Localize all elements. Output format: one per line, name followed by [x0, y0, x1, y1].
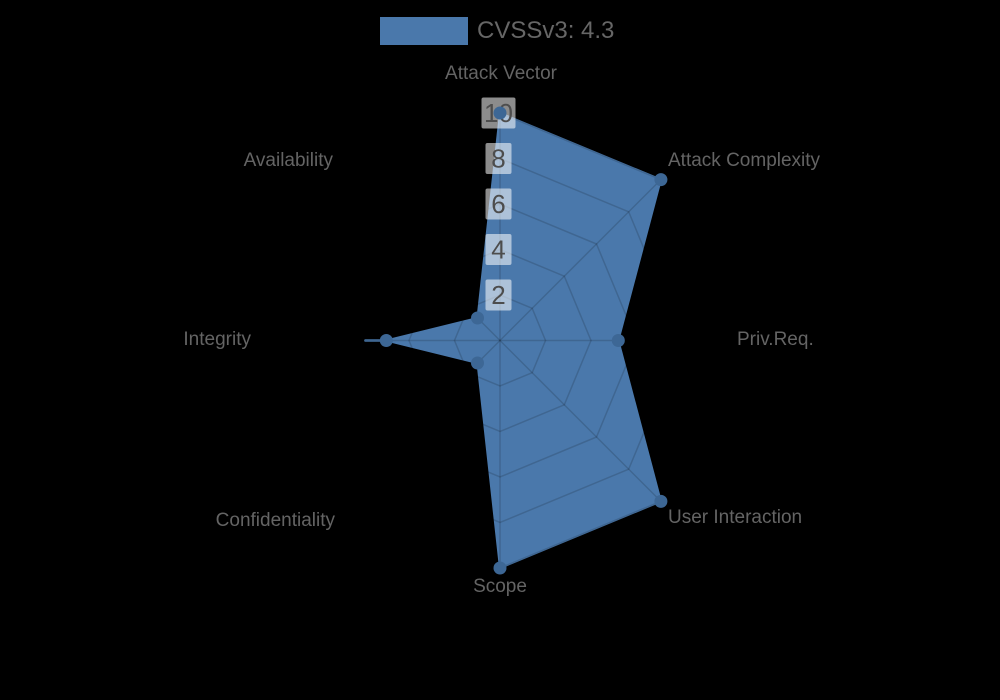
- radial-tick-labels: 246810: [481, 97, 516, 311]
- svg-text:8: 8: [491, 144, 505, 174]
- axis-label-integrity: Integrity: [183, 329, 251, 350]
- axis-label-confidentiality: Confidentiality: [215, 510, 335, 531]
- axis-label-scope: Scope: [473, 576, 527, 597]
- svg-text:4: 4: [491, 235, 505, 265]
- axis-label-user-interaction: User Interaction: [668, 507, 803, 528]
- radar-grid: [271, 112, 729, 569]
- svg-text:6: 6: [491, 189, 505, 219]
- axis-label-attack-vector: Attack Vector: [445, 63, 557, 84]
- radar-markers: [379, 106, 668, 575]
- svg-text:2: 2: [491, 280, 505, 310]
- axis-label-priv-req: Priv.Req.: [737, 329, 814, 350]
- axis-label-attack-complexity: Attack Complexity: [668, 150, 821, 171]
- legend-label: CVSSv3: 4.3: [477, 17, 615, 44]
- legend-swatch: [380, 17, 468, 45]
- axis-label-availability: Availability: [243, 150, 333, 171]
